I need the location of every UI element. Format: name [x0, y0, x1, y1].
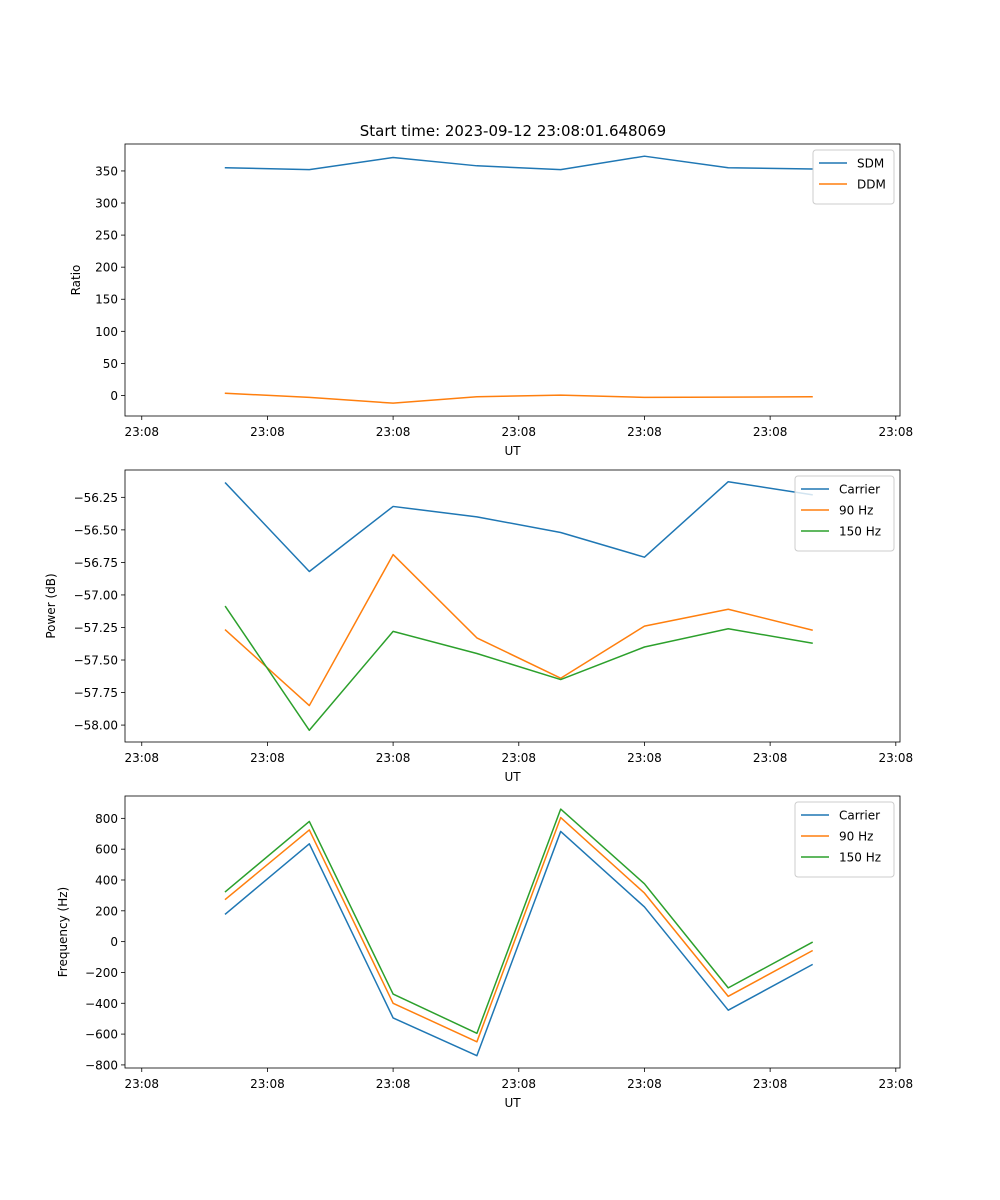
x-tick-label: 23:08: [250, 1077, 285, 1091]
series-line-carrier: [224, 830, 814, 1057]
x-axis-label: UT: [504, 444, 521, 458]
y-tick-label: −600: [85, 1028, 118, 1042]
legend: Carrier 90 Hz 150 Hz: [794, 475, 895, 552]
legend-label: 150 Hz: [839, 851, 881, 865]
x-axis-label: UT: [504, 1096, 521, 1110]
legend-label: Carrier: [839, 483, 880, 497]
legend: Carrier 90 Hz 150 Hz: [794, 801, 895, 878]
legend-label: 90 Hz: [839, 830, 873, 844]
x-tick-label: 23:08: [250, 425, 285, 439]
plot-frame: [124, 795, 901, 1069]
x-tick-label: 23:08: [501, 425, 536, 439]
y-tick-label: 400: [95, 873, 118, 887]
y-axis-label: Frequency (Hz): [56, 887, 70, 978]
series-line-150-hz: [224, 605, 813, 732]
y-tick-label: −400: [85, 997, 118, 1011]
y-tick-label: 800: [95, 812, 118, 826]
y-tick-label: −57.00: [74, 588, 118, 602]
series-line-ddm: [224, 392, 813, 404]
x-tick-label: 23:08: [376, 1077, 411, 1091]
plot-frame: [124, 469, 901, 743]
chart-title: Start time: 2023-09-12 23:08:01.648069: [360, 122, 666, 140]
x-tick-label: 23:08: [753, 751, 788, 765]
x-tick-label: 23:08: [879, 425, 914, 439]
y-tick-label: 300: [95, 197, 118, 211]
series-line-90-hz: [224, 816, 814, 1043]
y-tick-label: −56.50: [74, 523, 118, 537]
x-tick-label: 23:08: [501, 751, 536, 765]
x-tick-label: 23:08: [250, 751, 285, 765]
x-tick-label: 23:08: [879, 751, 914, 765]
x-tick-label: 23:08: [124, 1077, 159, 1091]
y-tick-label: 150: [95, 293, 118, 307]
y-tick-label: −57.75: [74, 686, 118, 700]
x-axis-label: UT: [504, 770, 521, 784]
legend-label: 90 Hz: [839, 504, 873, 518]
y-axis-label: Power (dB): [44, 573, 58, 638]
y-tick-label: 100: [95, 325, 118, 339]
y-tick-label: 250: [95, 229, 118, 243]
series-line-150-hz: [224, 808, 814, 1035]
x-tick-label: 23:08: [753, 1077, 788, 1091]
y-tick-label: −200: [85, 966, 118, 980]
y-tick-label: 50: [103, 357, 118, 371]
y-tick-label: −56.25: [74, 491, 118, 505]
legend-label: 150 Hz: [839, 525, 881, 539]
x-tick-label: 23:08: [627, 751, 662, 765]
x-tick-label: 23:08: [501, 1077, 536, 1091]
y-tick-label: 350: [95, 164, 118, 178]
x-tick-label: 23:08: [124, 751, 159, 765]
y-tick-label: −58.00: [74, 719, 118, 733]
x-tick-label: 23:08: [376, 425, 411, 439]
y-tick-label: −56.75: [74, 556, 118, 570]
y-tick-label: 200: [95, 261, 118, 275]
y-tick-label: 0: [110, 935, 118, 949]
x-tick-label: 23:08: [879, 1077, 914, 1091]
x-tick-label: 23:08: [376, 751, 411, 765]
y-tick-label: 0: [110, 389, 118, 403]
series-line-90-hz: [224, 553, 813, 707]
plot-frame: [124, 143, 901, 417]
x-tick-label: 23:08: [627, 425, 662, 439]
series-line-sdm: [224, 155, 813, 171]
y-tick-label: 200: [95, 904, 118, 918]
series-line-carrier: [224, 480, 813, 573]
chart-panel-3: 23:08 23:08 23:08 23:08 23:08 23:08 23:08 −800 −…: [56, 795, 914, 1110]
y-axis-label: Ratio: [69, 265, 83, 296]
legend-box: [794, 801, 895, 878]
y-tick-label: 600: [95, 843, 118, 857]
legend-label: Carrier: [839, 809, 880, 823]
y-tick-label: −57.50: [74, 654, 118, 668]
legend: SDM DDM: [812, 149, 895, 205]
legend-box: [794, 475, 895, 552]
chart-panel-1: 23:08 23:08 23:08 23:08 23:08 23:08 23:08 0 50 10…: [69, 143, 914, 458]
y-tick-label: −57.25: [74, 621, 118, 635]
y-tick-label: −800: [85, 1058, 118, 1072]
x-tick-label: 23:08: [753, 425, 788, 439]
x-tick-label: 23:08: [627, 1077, 662, 1091]
legend-label: DDM: [857, 178, 886, 192]
x-tick-label: 23:08: [124, 425, 159, 439]
legend-label: SDM: [857, 157, 884, 171]
chart-panel-2: 23:08 23:08 23:08 23:08 23:08 23:08 23:08 −58.0…: [44, 469, 914, 784]
